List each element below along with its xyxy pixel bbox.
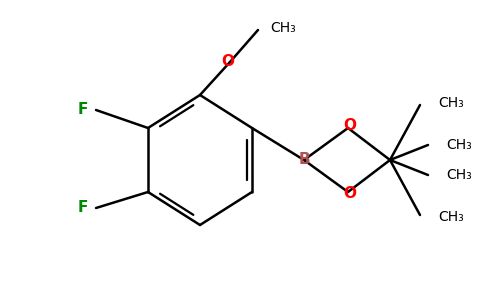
Text: CH₃: CH₃ <box>446 138 472 152</box>
Text: F: F <box>77 103 88 118</box>
Text: B: B <box>298 152 310 167</box>
Text: CH₃: CH₃ <box>438 210 464 224</box>
Text: CH₃: CH₃ <box>446 168 472 182</box>
Text: F: F <box>77 200 88 215</box>
Text: O: O <box>344 118 357 134</box>
Text: O: O <box>222 55 235 70</box>
Text: CH₃: CH₃ <box>270 21 296 35</box>
Text: O: O <box>344 187 357 202</box>
Text: CH₃: CH₃ <box>438 96 464 110</box>
